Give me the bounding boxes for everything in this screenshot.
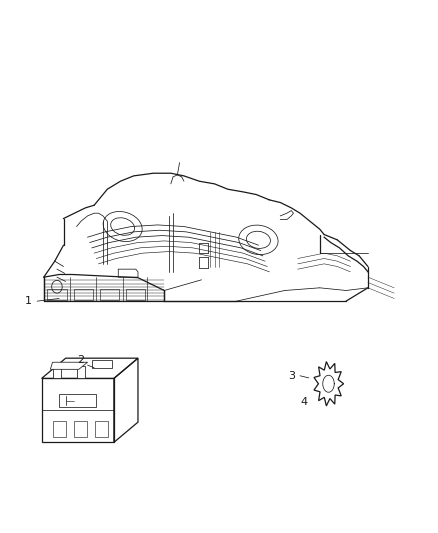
Text: 4: 4 xyxy=(301,398,308,407)
Text: 3: 3 xyxy=(288,371,295,381)
Polygon shape xyxy=(314,361,344,406)
Text: 1: 1 xyxy=(25,296,32,306)
Text: 2: 2 xyxy=(78,355,85,365)
Polygon shape xyxy=(92,360,112,368)
Polygon shape xyxy=(53,366,61,378)
Polygon shape xyxy=(50,362,88,369)
Polygon shape xyxy=(77,366,85,378)
